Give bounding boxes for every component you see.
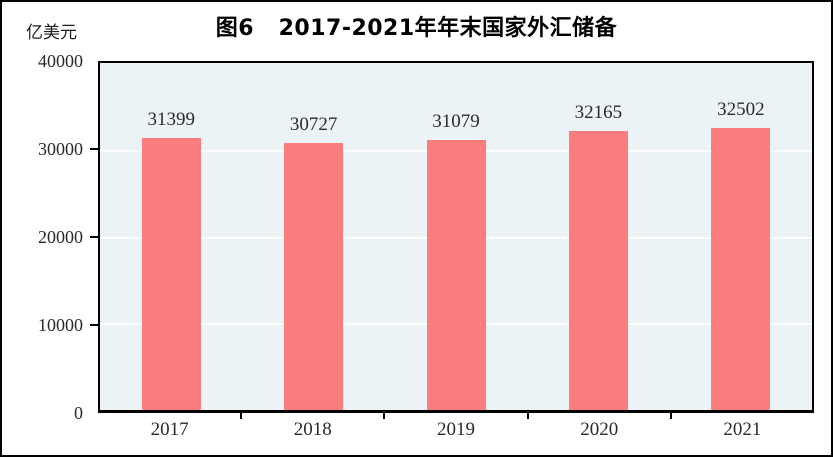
y-tick-label: 40000 <box>38 51 83 71</box>
y-tick-label: 30000 <box>38 139 83 159</box>
bar-series: 31399 30727 31079 32165 32502 <box>100 63 812 410</box>
x-tick-label: 2017 <box>150 419 189 440</box>
x-tick-label: 2020 <box>580 419 619 440</box>
bar-slot-2017: 31399 <box>100 63 242 410</box>
bar-slot-2020: 32165 <box>527 63 669 410</box>
x-tick-mark <box>526 411 529 419</box>
bar-slot-2018: 30727 <box>242 63 384 410</box>
bar-value-label: 32502 <box>717 99 765 121</box>
plot-area: 31399 30727 31079 32165 32502 <box>98 61 814 413</box>
y-tick-label: 0 <box>74 403 83 423</box>
x-tick-label: 2021 <box>723 419 762 440</box>
chart-title: 图6 2017-2021年年末国家外汇储备 <box>215 16 618 41</box>
bar-value-label: 32165 <box>574 101 623 123</box>
bar-2018 <box>284 143 344 410</box>
x-tick-mark <box>240 411 243 419</box>
x-tick-mark <box>383 411 386 419</box>
y-tick-mark <box>90 236 98 238</box>
bar-2020 <box>568 130 628 410</box>
y-tick-label: 10000 <box>38 315 83 335</box>
y-tick-mark <box>90 148 98 150</box>
bar-value-label: 31399 <box>147 108 195 130</box>
x-axis: 2017 2018 2019 2020 2021 <box>98 419 814 441</box>
y-tick-mark <box>90 324 98 326</box>
x-tick-mark <box>669 411 672 419</box>
bar-value-label: 31079 <box>432 111 480 133</box>
bar-value-label: 30727 <box>289 114 338 136</box>
y-tick-label: 20000 <box>38 227 83 247</box>
x-tick-label: 2019 <box>437 419 475 440</box>
bar-2019 <box>426 140 486 410</box>
bar-2021 <box>711 128 771 410</box>
bar-2017 <box>141 137 201 410</box>
x-tick-label: 2018 <box>293 419 332 440</box>
bar-slot-2019: 31079 <box>385 63 527 410</box>
y-axis-unit-label: 亿美元 <box>26 23 77 43</box>
y-axis: 0 10000 20000 30000 40000 <box>2 2 90 455</box>
bar-slot-2021: 32502 <box>670 63 812 410</box>
